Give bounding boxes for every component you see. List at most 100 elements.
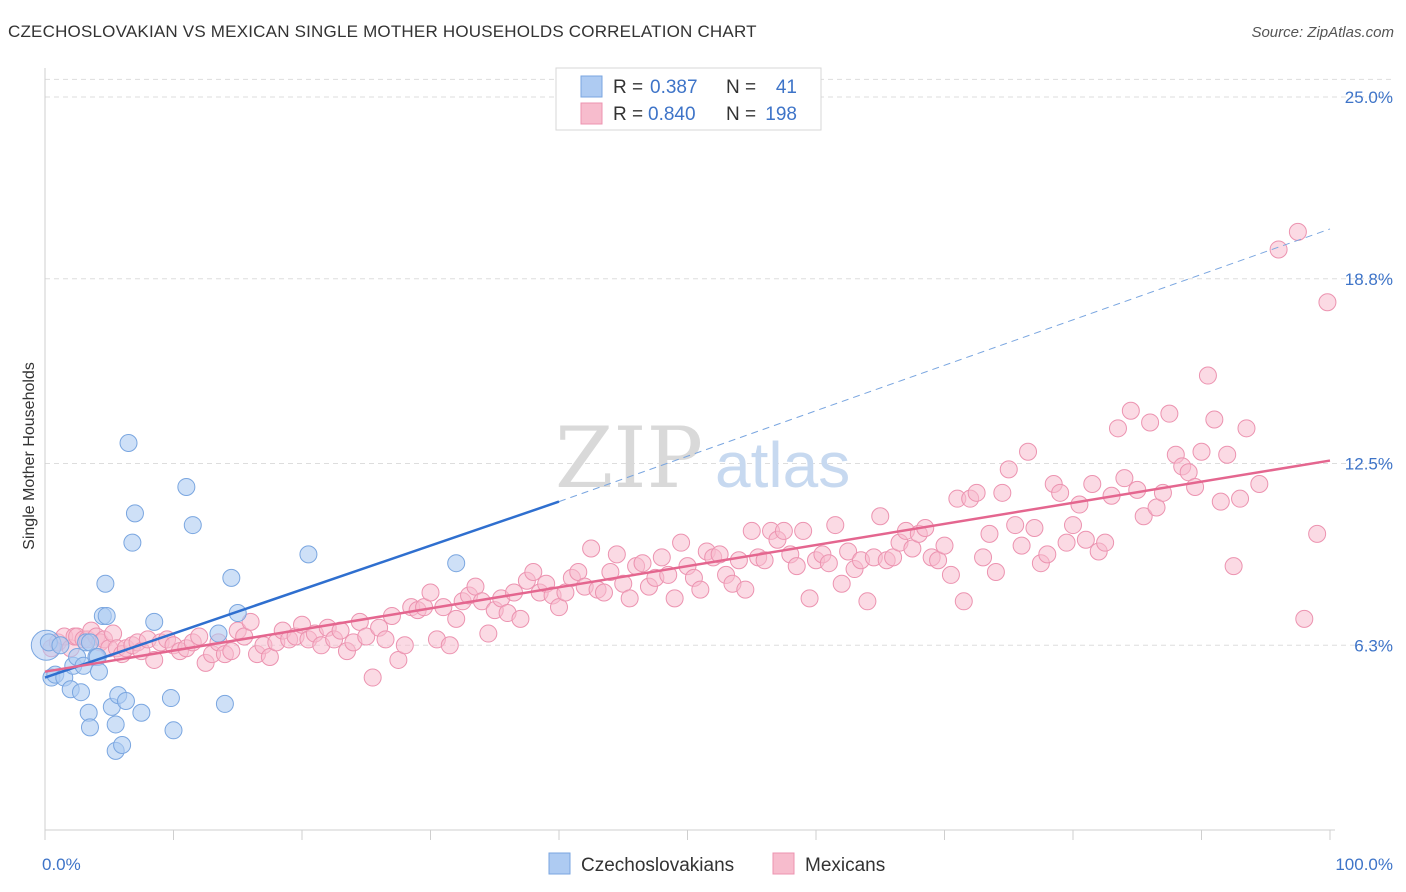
mexicans-point (1237, 419, 1256, 438)
chart-title: CZECHOSLOVAKIAN VS MEXICAN SINGLE MOTHER… (8, 22, 757, 41)
mexicans-point (935, 536, 954, 555)
czechoslovakians-point (116, 691, 135, 710)
legend-r-label-1: R = (613, 77, 643, 98)
mexicans-point (652, 548, 671, 567)
mexicans-point (607, 545, 626, 564)
mexicans-point (241, 612, 260, 631)
czechoslovakians-point (113, 735, 132, 754)
mexicans-point (1096, 533, 1115, 552)
czechoslovakians-point (80, 718, 99, 737)
mexicans-point (974, 548, 993, 567)
mexicans-point (954, 592, 973, 611)
x-tick-marks (44, 830, 1331, 840)
mexicans-point (736, 580, 755, 599)
mexicans-point (1198, 366, 1217, 385)
bottom-legend-swatch-czechoslovakians (548, 852, 571, 875)
mexicans-point (1076, 530, 1095, 549)
mexicans-point (710, 545, 729, 564)
czechoslovakians-point (97, 606, 116, 625)
legend-swatch-mexicans (580, 102, 603, 125)
mexicans-point (941, 565, 960, 584)
mexicans-point (999, 460, 1018, 479)
czechoslovakians-point (125, 504, 144, 523)
czechoslovakians-point (51, 636, 70, 655)
mexicans-point (190, 627, 209, 646)
mexicans-point (800, 589, 819, 608)
mexicans-point (742, 521, 761, 540)
mexicans-point (967, 483, 986, 502)
mexicans-point (819, 554, 838, 573)
mexicans-point (729, 551, 748, 570)
y-tick-labels: 6.3% 12.5% 18.8% 25.0% (1345, 88, 1393, 655)
czechoslovakians-point (209, 624, 228, 643)
mexicans-point (524, 562, 543, 581)
czechoslovakians-point (145, 612, 164, 631)
mexicans-point (594, 583, 613, 602)
legend-r-value-2: 0.840 (648, 104, 696, 125)
czechoslovakians-point (161, 689, 180, 708)
y-tick-label: 18.8% (1345, 270, 1393, 289)
mexicans-point (691, 580, 710, 599)
y-axis-title: Single Mother Households (21, 362, 38, 550)
mexicans-point (1025, 519, 1044, 538)
mexicans-point (1224, 557, 1243, 576)
mexicans-point (440, 636, 459, 655)
czechoslovakians-trend-extension (558, 228, 1331, 503)
mexicans-point (665, 589, 684, 608)
mexicans-point (986, 562, 1005, 581)
mexicans-trend-line (44, 459, 1331, 673)
trend-lines (44, 228, 1331, 679)
bottom-legend-label-czechoslovakians: Czechoslovakians (581, 855, 734, 876)
legend-n-label-1: N = (726, 77, 756, 98)
y-tick-label: 25.0% (1345, 88, 1393, 107)
mexicans-point (839, 542, 858, 561)
mexicans-point (1211, 492, 1230, 511)
mexicans-point (1038, 545, 1057, 564)
mexicans-point (620, 589, 639, 608)
czechoslovakians-point (299, 545, 318, 564)
czechoslovakians-point (89, 662, 108, 681)
mexicans-point (858, 592, 877, 611)
mexicans-point (794, 521, 813, 540)
legend-n-value-2: 198 (765, 104, 797, 125)
mexicans-point (376, 630, 395, 649)
mexicans-point (1115, 469, 1134, 488)
mexicans-point (774, 521, 793, 540)
y-tick-label: 12.5% (1345, 455, 1393, 474)
czechoslovakians-point (222, 568, 241, 587)
czechoslovakians-point (164, 721, 183, 740)
mexicans-point (1192, 442, 1211, 461)
watermark-zip: ZIP (555, 409, 703, 507)
mexicans-point (755, 551, 774, 570)
mexicans-point (363, 668, 382, 687)
bottom-legend-label-mexicans: Mexicans (805, 855, 885, 876)
mexicans-point (1134, 507, 1153, 526)
mexicans-point (1318, 293, 1337, 312)
x-tick-label-max: 100.0% (1335, 855, 1393, 874)
czechoslovakians-point (183, 516, 202, 535)
mexicans-point (421, 583, 440, 602)
mexicans-point (826, 516, 845, 535)
mexicans-point (980, 524, 999, 543)
czechoslovakians-point (132, 703, 151, 722)
mexicans-point (1269, 240, 1288, 259)
mexicans-point (1141, 413, 1160, 432)
mexicans-point (1083, 475, 1102, 494)
mexicans-point (1121, 401, 1140, 420)
y-tick-label: 6.3% (1354, 636, 1393, 655)
mexicans-point (1051, 483, 1070, 502)
mexicans-point (1205, 410, 1224, 429)
mexicans-point (1218, 445, 1237, 464)
legend-n-label-2: N = (726, 104, 756, 125)
mexicans-point (479, 624, 498, 643)
mexicans-point (511, 609, 530, 628)
legend-box: R = 0.387 N = 41 R = 0.840 N = 198 (555, 67, 822, 131)
czechoslovakians-points (30, 433, 466, 760)
mexicans-point (1128, 480, 1147, 499)
legend-n-value-1: 41 (776, 77, 797, 98)
mexicans-point (395, 636, 414, 655)
mexicans-point (1108, 419, 1127, 438)
czechoslovakians-point (177, 477, 196, 496)
source-label: Source: ZipAtlas.com (1251, 24, 1394, 41)
czechoslovakians-point (228, 604, 247, 623)
